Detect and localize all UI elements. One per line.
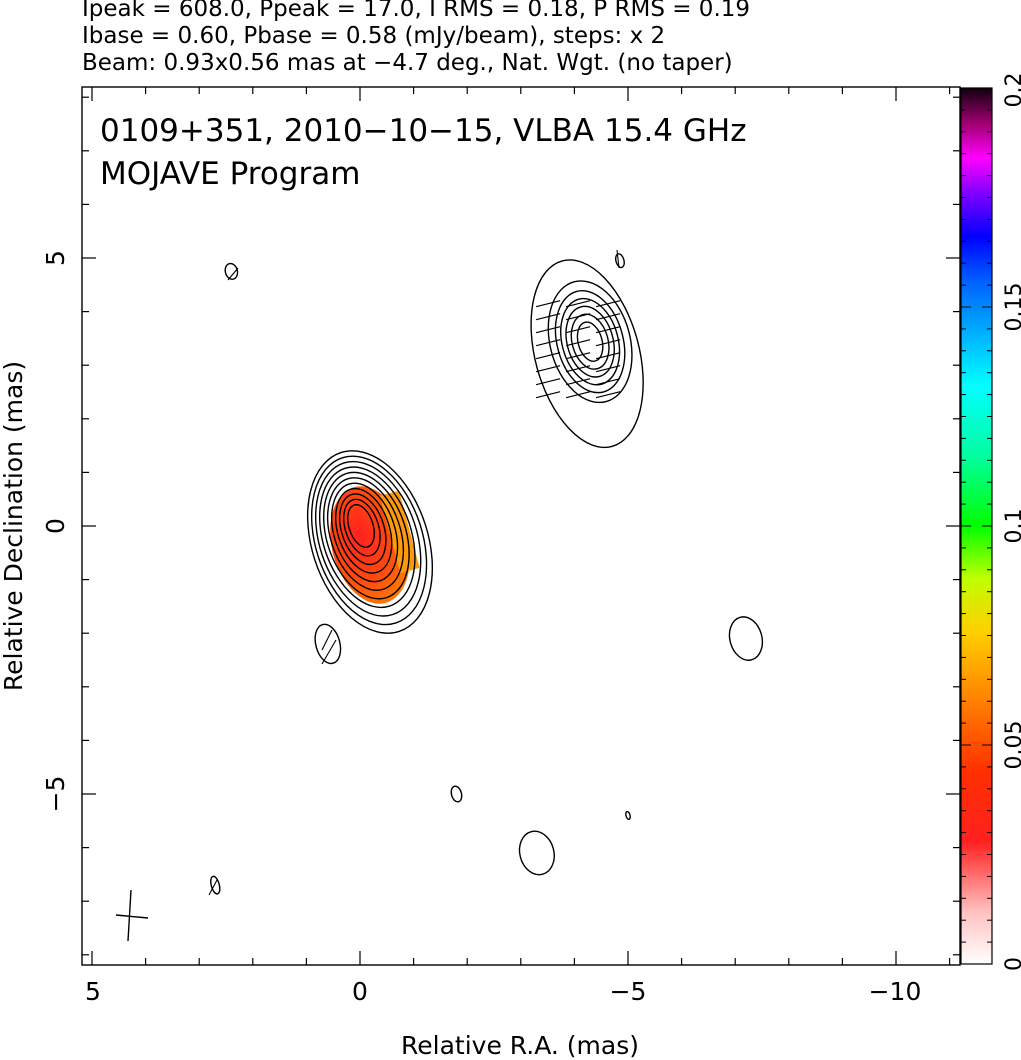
evpa-vector [535, 365, 561, 373]
jet-contour-4 [560, 297, 621, 386]
core-contour-9 [339, 493, 387, 566]
evpa-vector [535, 326, 561, 334]
jet-contour-7 [576, 321, 604, 362]
colorbar-label-0: 0 [1002, 957, 1021, 971]
core-contour-10 [343, 498, 381, 557]
chart-subtitle: MOJAVE Program [100, 156, 360, 192]
plot-frame [81, 86, 961, 966]
jet-contour-2 [547, 280, 633, 404]
jet-contour-6 [570, 313, 610, 370]
evpa-vector [535, 352, 561, 360]
evpa-vector [565, 300, 591, 308]
jet-contour-3 [554, 290, 626, 394]
evpa-vector [208, 879, 218, 896]
core-contour-6 [326, 477, 405, 591]
evpa-vector [565, 378, 591, 386]
core-contour-5 [322, 471, 410, 600]
evpa-vector [535, 339, 561, 347]
x-tick-label-m10: −10 [869, 977, 922, 1006]
isolated-contour-4 [450, 785, 463, 803]
evpa-vector [595, 378, 621, 386]
x-tick-label-0: 0 [352, 977, 368, 1006]
core-contour-4 [318, 466, 416, 609]
evpa-vector [595, 391, 621, 399]
evpa-vector [535, 378, 561, 386]
core-contour-11 [347, 504, 375, 548]
x-axis-label: Relative R.A. (mas) [401, 1031, 639, 1060]
evpa-vector [595, 352, 621, 360]
jet-contour-5 [565, 305, 615, 378]
y-axis-label: Relative Declination (mas) [0, 361, 28, 691]
evpa-vector [595, 300, 621, 308]
colorbar-label-0-1: 0.1 [1002, 509, 1021, 544]
evpa-vector [565, 391, 591, 399]
isolated-contour-5 [625, 810, 631, 821]
y-tick-label-m5: −5 [41, 776, 70, 813]
evpa-vector [535, 313, 561, 321]
evpa-vector [535, 391, 561, 399]
isolated-contour-6 [518, 830, 555, 876]
evpa-vector [595, 326, 621, 334]
evpa-vector [565, 313, 591, 321]
evpa-vector [595, 365, 621, 373]
evpa-vector [565, 352, 591, 360]
header-line-2: Ibase = 0.60, Pbase = 0.58 (mJy/beam), s… [82, 23, 666, 49]
evpa-vector [565, 326, 591, 334]
evpa-vector-layer [208, 249, 621, 896]
evpa-vector [616, 249, 620, 269]
core-contour-1 [306, 450, 434, 634]
evpa-vector [565, 365, 591, 373]
chart-title: 0109+351, 2010−10−15, VLBA 15.4 GHz [100, 113, 746, 149]
contour-layer [210, 253, 764, 895]
axis-ticks [82, 87, 960, 965]
y-tick-label-5: 5 [41, 250, 70, 266]
core-contour-7 [331, 482, 399, 583]
isolated-contour-8 [614, 253, 625, 269]
core-contour-2 [310, 455, 428, 626]
core-contour-3 [314, 460, 422, 617]
evpa-vector [595, 339, 621, 347]
colorbar-label-0-15: 0.15 [1002, 283, 1021, 332]
x-tick-label-m5: −5 [610, 977, 647, 1006]
evpa-vector [321, 639, 337, 665]
colorbar-label-0-2: 0.2 [1002, 73, 1021, 108]
evpa-vector [321, 629, 333, 651]
evpa-vector [227, 267, 239, 281]
isolated-contour-3 [728, 616, 764, 661]
header-line-3: Beam: 0.93x0.56 mas at −4.7 deg., Nat. W… [82, 50, 733, 76]
isolated-contour-2 [314, 623, 342, 665]
isolated-contour-1 [224, 262, 239, 280]
header-line-1: Ipeak = 608.0, Ppeak = 17.0, I RMS = 0.1… [82, 0, 751, 22]
beam-marker [115, 889, 149, 942]
isolated-contour-7 [210, 875, 221, 895]
colorbar-label-0-05: 0.05 [1002, 721, 1021, 770]
x-tick-label-5: 5 [85, 977, 101, 1006]
core-contour-8 [335, 487, 393, 574]
y-tick-label-0: 0 [41, 518, 70, 534]
evpa-vector [535, 300, 561, 308]
jet-contour-1 [530, 259, 644, 449]
evpa-vector [565, 339, 591, 347]
evpa-vector [595, 313, 621, 321]
colorbar-ticks [961, 87, 992, 965]
